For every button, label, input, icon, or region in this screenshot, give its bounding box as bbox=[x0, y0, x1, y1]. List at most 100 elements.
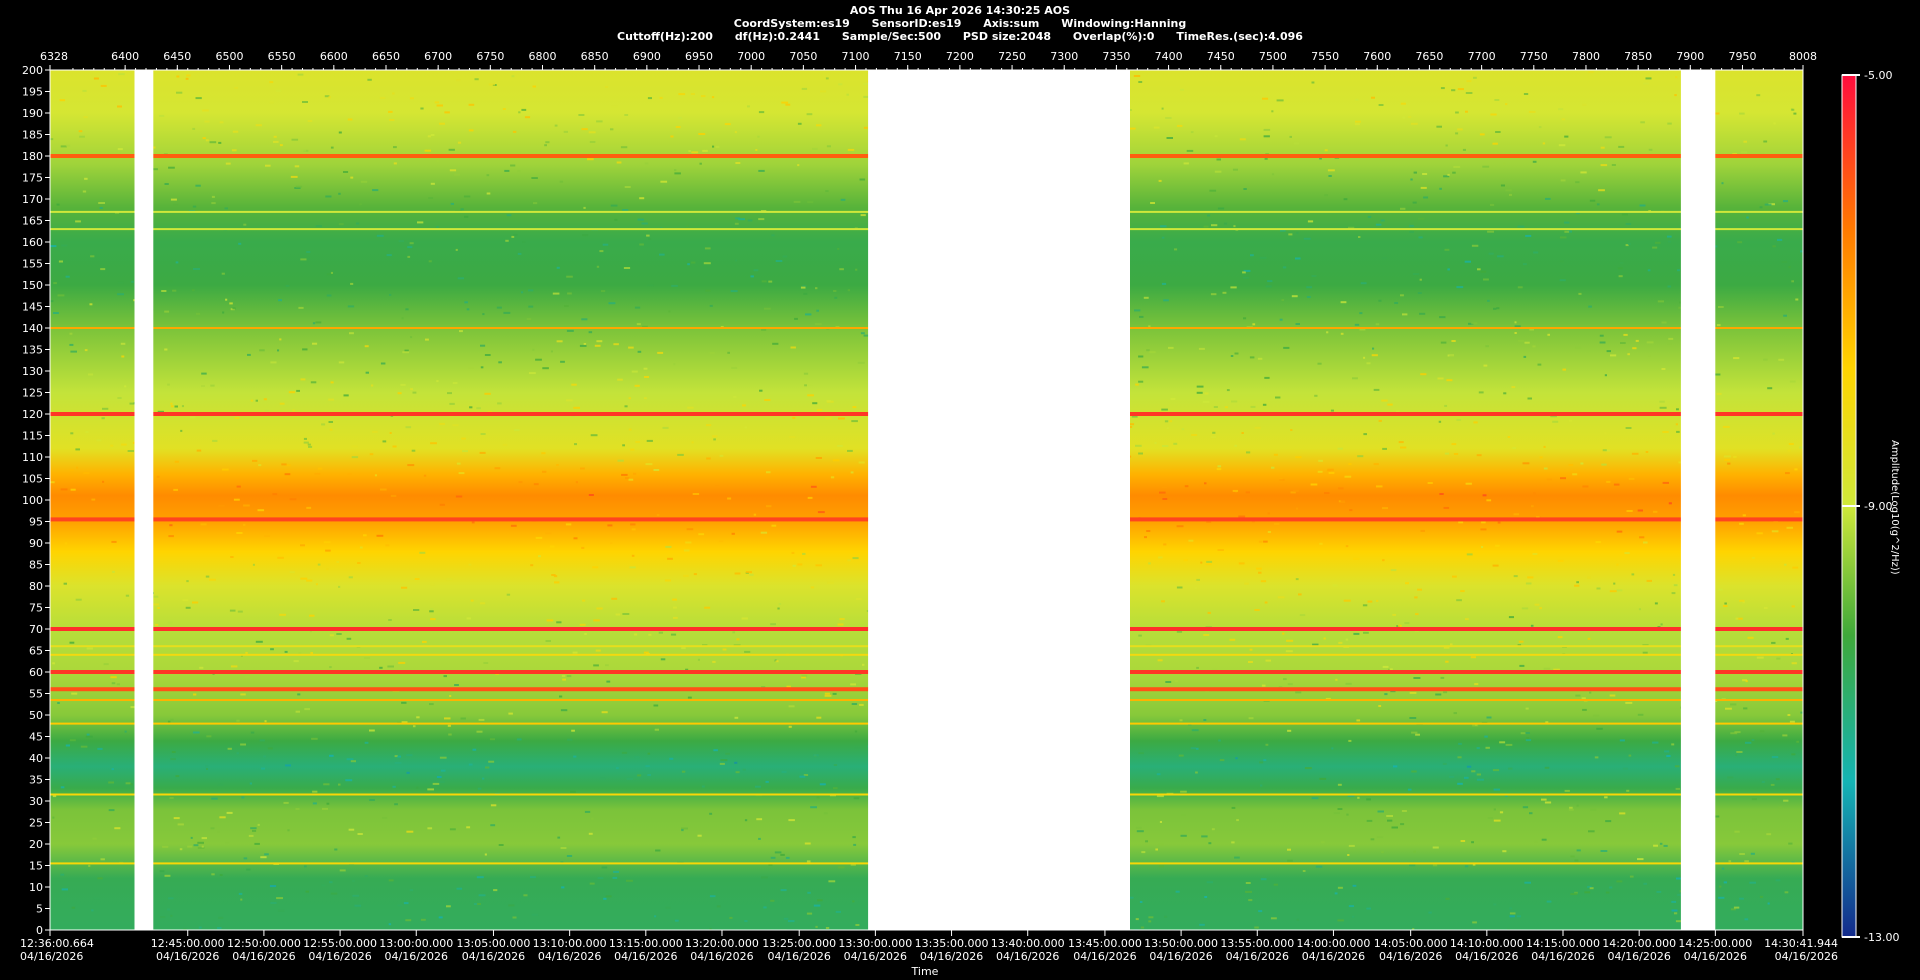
y-tick-label: 75 bbox=[29, 602, 43, 615]
colorbar: -5.00 -9.00 -13.00 bbox=[1841, 69, 1899, 944]
top-tick-label: 7700 bbox=[1468, 50, 1496, 63]
bottom-tick-time: 13:30:00.000 bbox=[838, 937, 912, 950]
y-tick-label: 140 bbox=[22, 322, 43, 335]
param-axis: Axis:sum bbox=[983, 17, 1040, 30]
y-tick-label: 25 bbox=[29, 817, 43, 830]
bottom-tick-time: 13:40:00.000 bbox=[991, 937, 1065, 950]
y-tick-label: 185 bbox=[22, 129, 43, 142]
top-tick-label: 7200 bbox=[946, 50, 974, 63]
bottom-tick-time: 14:20:00.000 bbox=[1602, 937, 1676, 950]
bottom-tick-time: 14:00:00.000 bbox=[1296, 937, 1370, 950]
y-tick-label: 90 bbox=[29, 537, 43, 550]
y-tick-label: 80 bbox=[29, 580, 43, 593]
y-tick-label: 160 bbox=[22, 236, 43, 249]
y-tick-label: 125 bbox=[22, 387, 43, 400]
bottom-tick-time: 12:36:00.664 bbox=[20, 937, 94, 950]
bottom-tick-date: 04/16/2026 bbox=[920, 950, 983, 963]
bottom-tick-date: 04/16/2026 bbox=[1226, 950, 1289, 963]
param-overlap: Overlap(%):0 bbox=[1072, 30, 1155, 43]
param-windowing: Windowing:Hanning bbox=[1061, 17, 1187, 30]
bottom-tick-time: 13:15:00.000 bbox=[609, 937, 683, 950]
y-tick-label: 105 bbox=[22, 473, 43, 486]
bottom-tick-date: 04/16/2026 bbox=[308, 950, 371, 963]
top-tick-label: 7450 bbox=[1207, 50, 1235, 63]
y-tick-label: 5 bbox=[36, 903, 43, 916]
bottom-tick-time: 13:55:00.000 bbox=[1220, 937, 1294, 950]
top-tick-label: 6950 bbox=[685, 50, 713, 63]
top-tick-label: 6800 bbox=[529, 50, 557, 63]
colorbar-tick-label: -5.00 bbox=[1864, 69, 1892, 82]
bottom-tick-date: 04/16/2026 bbox=[844, 950, 907, 963]
bottom-tick-time: 14:15:00.000 bbox=[1526, 937, 1600, 950]
bottom-tick-time: 13:35:00.000 bbox=[915, 937, 989, 950]
y-tick-label: 190 bbox=[22, 107, 43, 120]
bottom-tick-time: 13:50:00.000 bbox=[1144, 937, 1218, 950]
top-tick-label: 7000 bbox=[737, 50, 765, 63]
y-tick-label: 50 bbox=[29, 709, 43, 722]
y-tick-label: 35 bbox=[29, 774, 43, 787]
y-tick-label: 20 bbox=[29, 838, 43, 851]
chart-axes: 0 5 10 15 20 25 30 35 40 45 50 55 60 65 70 75 80 85 90 95 10… bbox=[20, 50, 1838, 963]
y-tick-label: 70 bbox=[29, 623, 43, 636]
top-tick-label: 6400 bbox=[111, 50, 139, 63]
bottom-tick-date: 04/16/2026 bbox=[614, 950, 677, 963]
top-tick-label: 6850 bbox=[581, 50, 609, 63]
bottom-tick-time: 13:00:00.000 bbox=[379, 937, 453, 950]
y-tick-label: 155 bbox=[22, 258, 43, 271]
top-tick-label: 6700 bbox=[424, 50, 452, 63]
bottom-tick-date: 04/16/2026 bbox=[232, 950, 295, 963]
bottom-tick-time: 13:05:00.000 bbox=[457, 937, 531, 950]
top-tick-label: 6328 bbox=[40, 50, 68, 63]
bottom-tick-date: 04/16/2026 bbox=[1607, 950, 1670, 963]
top-tick-label: 7400 bbox=[1155, 50, 1183, 63]
data-gap bbox=[1680, 70, 1716, 930]
top-tick-label: 7500 bbox=[1259, 50, 1287, 63]
y-tick-label: 15 bbox=[29, 860, 43, 873]
y-tick-label: 85 bbox=[29, 559, 43, 572]
param-psd-size: PSD size:2048 bbox=[962, 30, 1052, 43]
y-tick-label: 0 bbox=[36, 924, 43, 937]
bottom-tick-date: 04/16/2026 bbox=[20, 950, 83, 963]
y-tick-label: 115 bbox=[22, 430, 43, 443]
top-tick-label: 6500 bbox=[215, 50, 243, 63]
param-df: df(Hz):0.2441 bbox=[734, 30, 820, 43]
bottom-tick-time: 13:10:00.000 bbox=[533, 937, 607, 950]
top-tick-label: 6600 bbox=[320, 50, 348, 63]
y-tick-label: 100 bbox=[22, 494, 43, 507]
param-time-res: TimeRes.(sec):4.096 bbox=[1176, 30, 1303, 43]
bottom-tick-time: 12:45:00.000 bbox=[151, 937, 225, 950]
bottom-tick-time: 14:30:41.944 bbox=[1764, 937, 1838, 950]
top-tick-label: 7950 bbox=[1728, 50, 1756, 63]
top-tick-label: 7100 bbox=[842, 50, 870, 63]
bottom-tick-date: 04/16/2026 bbox=[385, 950, 448, 963]
top-tick-label: 6900 bbox=[633, 50, 661, 63]
bottom-tick-date: 04/16/2026 bbox=[1775, 950, 1838, 963]
top-tick-label: 7600 bbox=[1363, 50, 1391, 63]
colorbar-tick-label: -9.00 bbox=[1864, 500, 1892, 513]
y-tick-label: 10 bbox=[29, 881, 43, 894]
bottom-tick-time: 14:10:00.000 bbox=[1450, 937, 1524, 950]
y-tick-label: 170 bbox=[22, 193, 43, 206]
y-tick-label: 200 bbox=[22, 64, 43, 77]
bottom-tick-date: 04/16/2026 bbox=[996, 950, 1059, 963]
chart-header: AOS Thu 16 Apr 2026 14:30:25 AOS CoordSy… bbox=[0, 4, 1920, 43]
bottom-tick-date: 04/16/2026 bbox=[1073, 950, 1136, 963]
top-tick-label: 6450 bbox=[163, 50, 191, 63]
top-tick-label: 8008 bbox=[1789, 50, 1817, 63]
top-tick-label: 7350 bbox=[1102, 50, 1130, 63]
bottom-tick-time: 14:05:00.000 bbox=[1374, 937, 1448, 950]
param-coord-system: CoordSystem:es19 bbox=[733, 17, 850, 30]
y-tick-label: 60 bbox=[29, 666, 43, 679]
y-tick-label: 55 bbox=[29, 688, 43, 701]
bottom-tick-time: 14:25:00.000 bbox=[1678, 937, 1752, 950]
chart-title: AOS Thu 16 Apr 2026 14:30:25 AOS bbox=[849, 4, 1071, 17]
bottom-tick-date: 04/16/2026 bbox=[1149, 950, 1212, 963]
param-cutoff: Cuttoff(Hz):200 bbox=[617, 30, 713, 43]
y-tick-label: 30 bbox=[29, 795, 43, 808]
y-tick-label: 130 bbox=[22, 365, 43, 378]
colorbar-label: Amplitude(Log10(g^2/Hz)) bbox=[1889, 440, 1900, 575]
bottom-tick-time: 13:45:00.000 bbox=[1068, 937, 1142, 950]
bottom-tick-date: 04/16/2026 bbox=[1531, 950, 1594, 963]
top-tick-label: 7550 bbox=[1311, 50, 1339, 63]
y-tick-label: 195 bbox=[22, 86, 43, 99]
